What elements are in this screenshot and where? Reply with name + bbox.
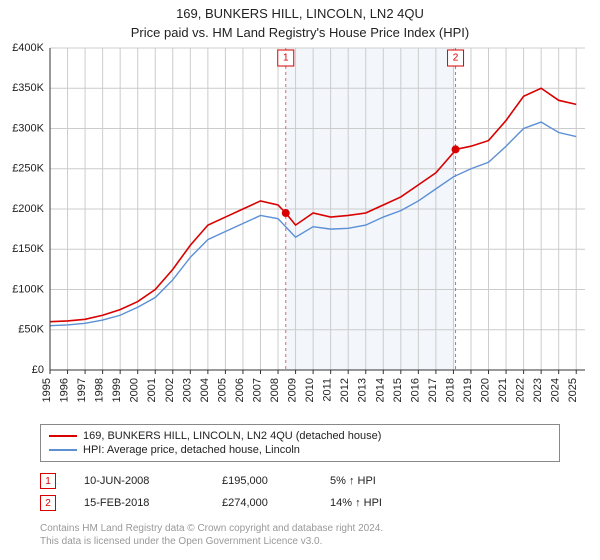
event-price: £195,000 xyxy=(222,475,302,487)
x-tick-label: 2022 xyxy=(515,378,527,402)
legend-swatch xyxy=(49,449,77,451)
x-tick-label: 1999 xyxy=(111,378,123,402)
event-marker: 2 xyxy=(40,495,56,511)
legend-item: 169, BUNKERS HILL, LINCOLN, LN2 4QU (det… xyxy=(49,429,551,443)
x-tick-label: 1996 xyxy=(59,378,71,402)
x-tick-label: 2000 xyxy=(129,378,141,402)
x-tick-label: 2024 xyxy=(550,378,562,402)
event-row: 1 10-JUN-2008 £195,000 5% ↑ HPI xyxy=(40,470,560,492)
event-table: 1 10-JUN-2008 £195,000 5% ↑ HPI 2 15-FEB-2018… xyxy=(40,470,560,514)
y-tick-label: £200K xyxy=(12,203,44,215)
x-tick-label: 2012 xyxy=(339,378,351,402)
x-tick-label: 2010 xyxy=(304,378,316,402)
page-subtitle: Price paid vs. HM Land Registry's House … xyxy=(0,25,600,40)
legend-label: HPI: Average price, detached house, Linc… xyxy=(83,444,300,456)
legend-swatch xyxy=(49,435,77,437)
x-tick-label: 1998 xyxy=(94,378,106,402)
x-tick-label: 2013 xyxy=(357,378,369,402)
footnote-line: This data is licensed under the Open Gov… xyxy=(40,535,560,548)
y-tick-label: £300K xyxy=(12,122,44,134)
y-tick-label: £350K xyxy=(12,82,44,94)
x-tick-label: 2018 xyxy=(444,378,456,402)
event-marker: 1 xyxy=(40,473,56,489)
x-tick-label: 2006 xyxy=(234,378,246,402)
event-date: 15-FEB-2018 xyxy=(84,497,194,509)
event-marker-number: 2 xyxy=(453,53,459,64)
y-tick-label: £250K xyxy=(12,163,44,175)
x-tick-label: 2019 xyxy=(462,378,474,402)
event-hpi: 14% ↑ HPI xyxy=(330,497,430,509)
legend-item: HPI: Average price, detached house, Linc… xyxy=(49,443,551,457)
footnote: Contains HM Land Registry data © Crown c… xyxy=(40,522,560,548)
y-tick-label: £100K xyxy=(12,283,44,295)
event-price: £274,000 xyxy=(222,497,302,509)
x-tick-label: 2008 xyxy=(269,378,281,402)
event-row: 2 15-FEB-2018 £274,000 14% ↑ HPI xyxy=(40,492,560,514)
y-tick-label: £50K xyxy=(18,324,44,336)
chart-legend: 169, BUNKERS HILL, LINCOLN, LN2 4QU (det… xyxy=(40,424,560,462)
x-tick-label: 2020 xyxy=(480,378,492,402)
x-tick-label: 2001 xyxy=(146,378,158,402)
x-tick-label: 1995 xyxy=(41,378,53,402)
x-tick-label: 2011 xyxy=(322,378,334,402)
x-tick-label: 2005 xyxy=(216,378,228,402)
y-tick-label: £400K xyxy=(12,42,44,54)
event-marker-number: 1 xyxy=(283,53,289,64)
event-marker-dot xyxy=(452,145,460,153)
x-tick-label: 2009 xyxy=(287,378,299,402)
x-tick-label: 2007 xyxy=(251,378,263,402)
x-tick-label: 2021 xyxy=(497,378,509,402)
event-date: 10-JUN-2008 xyxy=(84,475,194,487)
x-tick-label: 2023 xyxy=(532,378,544,402)
x-tick-label: 2015 xyxy=(392,378,404,402)
y-tick-label: £0 xyxy=(32,364,44,376)
event-hpi: 5% ↑ HPI xyxy=(330,475,430,487)
x-tick-label: 2003 xyxy=(181,378,193,402)
price-chart: £0 £50K £100K £150K £200K £250K £300K £350K £400… xyxy=(0,40,600,420)
x-tick-label: 2017 xyxy=(427,378,439,402)
x-tick-label: 2025 xyxy=(567,378,579,402)
legend-label: 169, BUNKERS HILL, LINCOLN, LN2 4QU (det… xyxy=(83,430,381,442)
x-tick-label: 2002 xyxy=(164,378,176,402)
event-marker-dot xyxy=(282,209,290,217)
y-tick-label: £150K xyxy=(12,243,44,255)
page-title: 169, BUNKERS HILL, LINCOLN, LN2 4QU xyxy=(0,6,600,21)
x-tick-label: 1997 xyxy=(76,378,88,402)
x-tick-label: 2016 xyxy=(409,378,421,402)
footnote-line: Contains HM Land Registry data © Crown c… xyxy=(40,522,560,535)
x-tick-label: 2004 xyxy=(199,378,211,402)
x-tick-label: 2014 xyxy=(374,378,386,402)
